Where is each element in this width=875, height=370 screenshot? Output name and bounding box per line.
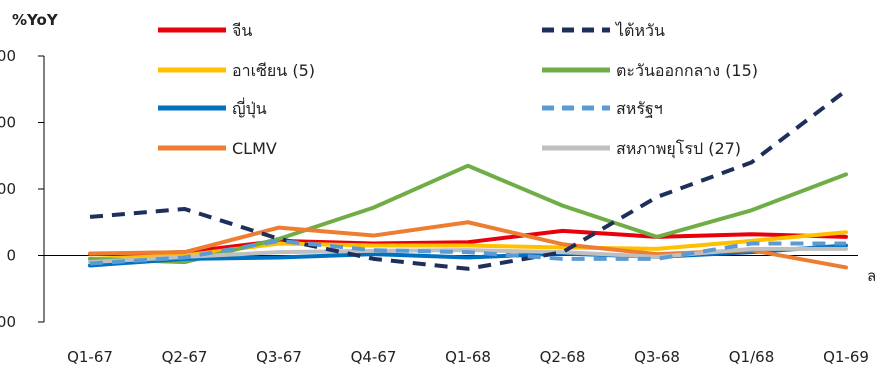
x-tick-label: Q4-67 (351, 348, 397, 366)
legend-item-8: สหภาพยุโรป (27) (542, 139, 741, 159)
legend-label: CLMV (232, 139, 277, 158)
x-tick-label: Q1/68 (729, 348, 775, 366)
y-tick-label: 0 (6, 247, 16, 265)
series-line-3 (88, 230, 848, 261)
legend-item-6: สหรัฐฯ (542, 99, 663, 118)
legend-item-7: CLMV (158, 139, 277, 158)
y-tick-label: 00 (0, 114, 16, 132)
legend-label: จีน (232, 21, 252, 40)
series-line-5 (88, 243, 848, 268)
series-layer (88, 88, 848, 271)
y-tick-label: 00 (0, 180, 16, 198)
x-tick-label: Q3-67 (256, 348, 302, 366)
legend-item-5: ญี่ปุ่น (158, 97, 267, 119)
series-line-6 (89, 238, 846, 266)
x-tick-label: Q2-67 (162, 348, 208, 366)
legend-label: สหรัฐฯ (616, 99, 663, 118)
y-tick-label: 00 (0, 313, 16, 331)
x-tick-label: Q3-68 (634, 348, 680, 366)
legend-item-2: ไต้หวัน (542, 21, 665, 40)
legend-item-4: ตะวันออกกลาง (15) (542, 61, 758, 80)
legend-label: ตะวันออกกลาง (15) (616, 61, 758, 80)
x-tick-label: Q1-68 (445, 348, 491, 366)
x-tick-label: Q2-68 (540, 348, 586, 366)
x-tick-label: Q1-69 (823, 348, 869, 366)
legend-label: ญี่ปุ่น (232, 97, 267, 119)
y-tick-label: 00 (0, 47, 16, 65)
series-line-1 (88, 228, 848, 257)
legend-label: อาเซียน (5) (232, 61, 315, 80)
x-axis-side-label: ล (867, 267, 875, 285)
legend-label: ไต้หวัน (614, 21, 665, 40)
x-tick-label: Q1-67 (67, 348, 113, 366)
legend-label: สหภาพยุโรป (27) (616, 139, 741, 159)
legend-item-3: อาเซียน (5) (158, 61, 315, 80)
series-line-2 (89, 88, 848, 271)
y-axis-unit-label: %YoY (12, 11, 59, 29)
legend-item-1: จีน (158, 21, 252, 40)
